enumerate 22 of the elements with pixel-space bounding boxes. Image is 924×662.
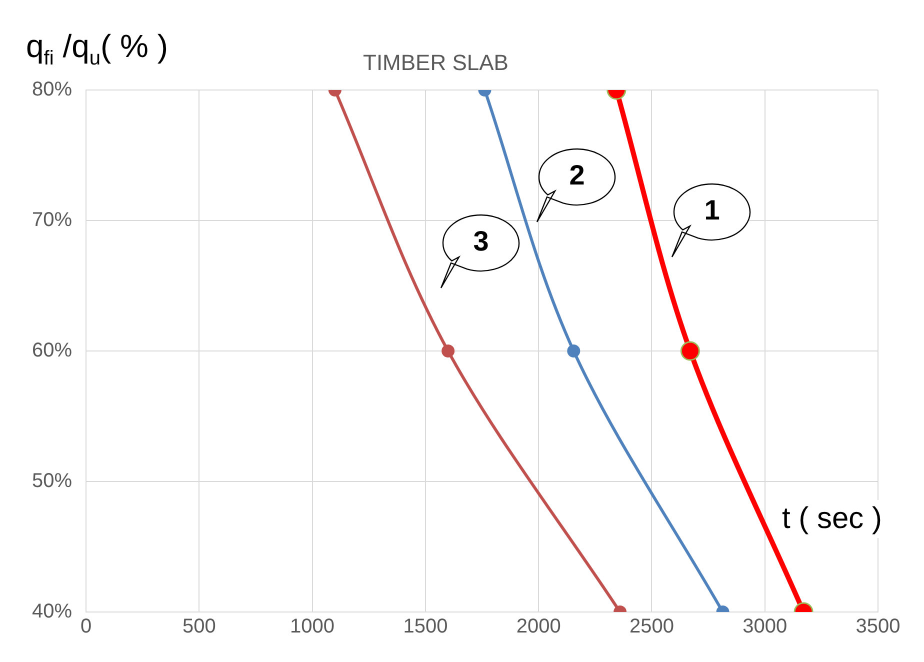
x-tick-label: 2000	[516, 616, 561, 638]
annotation: 3	[473, 226, 489, 257]
x-tick-label: 2500	[629, 616, 674, 638]
y-tick-label: 70%	[32, 209, 72, 232]
y-axis-title: q$_{fi}$ /q$_{u}$( % )	[26, 28, 168, 70]
y-tick-label: 60%	[32, 340, 72, 362]
x-tick-label: 0	[80, 616, 92, 638]
y-tick-label: 80%	[32, 78, 72, 101]
x-tick-label: 1500	[403, 616, 448, 638]
chart-title: TIMBER SLAB	[363, 50, 508, 75]
y-tick-label: 50%	[32, 470, 72, 492]
annotation: 2	[569, 160, 585, 191]
y-tick-label: 40%	[32, 600, 72, 623]
point	[680, 341, 700, 361]
x-tick-label: 3000	[742, 616, 788, 638]
point	[567, 344, 580, 358]
x-axis-title: t ( sec )	[776, 500, 888, 538]
point	[442, 344, 455, 358]
annotation: 1	[704, 194, 720, 226]
x-tick-label: 3500	[856, 616, 900, 638]
x-tick-label: 500	[182, 616, 216, 638]
x-tick-label: 1000	[290, 616, 335, 638]
